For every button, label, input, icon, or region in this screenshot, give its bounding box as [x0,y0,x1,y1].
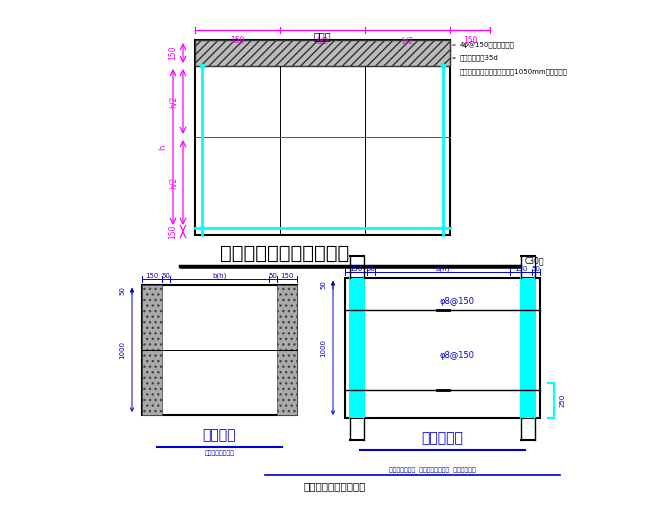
Text: h/2: h/2 [168,176,178,189]
Text: b/2: b/2 [316,36,329,45]
Text: 上下钢筋搭接35d: 上下钢筋搭接35d [460,55,499,61]
Text: 1000: 1000 [320,339,326,357]
Text: 150: 150 [280,273,294,279]
Text: 150: 150 [168,224,178,239]
Text: b/2: b/2 [401,36,413,45]
Text: b(h): b(h) [212,273,227,279]
Bar [195,40,450,66]
Bar [350,278,364,418]
Text: 50: 50 [531,266,540,272]
Text: 150: 150 [350,266,363,272]
Bar [142,285,297,415]
Text: b(h): b(h) [435,266,450,272]
Bar [195,40,450,235]
Text: h/2: h/2 [168,95,178,108]
Text: 4φ@150双向护壁钢筋: 4φ@150双向护壁钢筋 [460,41,515,49]
Text: 护壁加筋图: 护壁加筋图 [421,431,464,445]
Text: 50: 50 [268,273,277,279]
Text: 150: 150 [230,36,245,45]
Text: 两侧护壁连接筋出顶起始处距1050mm绑土压筋条: 两侧护壁连接筋出顶起始处距1050mm绑土压筋条 [460,69,568,75]
Text: 用于桩孔无地基层: 用于桩孔无地基层 [205,450,234,456]
Bar [345,278,540,418]
Text: 全埋地式抗滑桩护壁详图: 全埋地式抗滑桩护壁详图 [219,243,349,263]
Text: 150: 150 [514,266,527,272]
Text: h: h [158,145,168,150]
Text: 50: 50 [320,281,326,290]
Text: 1000: 1000 [119,341,125,359]
Text: 人工挖孔抗滑桩时设置: 人工挖孔抗滑桩时设置 [304,481,366,491]
Text: 150: 150 [463,36,477,45]
Text: 50: 50 [366,266,376,272]
Text: 用于旋挖土层砼  用于手量掘土层砼  用于砂土层砼: 用于旋挖土层砼 用于手量掘土层砼 用于砂土层砼 [389,467,476,473]
Bar [142,285,162,415]
Text: 50: 50 [162,273,170,279]
Text: 挡土面: 挡土面 [313,31,331,41]
Bar [277,285,297,415]
Text: 250: 250 [560,394,566,407]
Text: 50: 50 [119,287,125,295]
Text: 150: 150 [168,46,178,60]
Bar [521,278,535,418]
Text: 护壁详图: 护壁详图 [203,428,236,442]
Text: 150: 150 [146,273,158,279]
Text: φ8@150: φ8@150 [440,350,475,359]
Text: φ8@150: φ8@150 [440,297,475,306]
Text: C30砼: C30砼 [525,256,545,266]
